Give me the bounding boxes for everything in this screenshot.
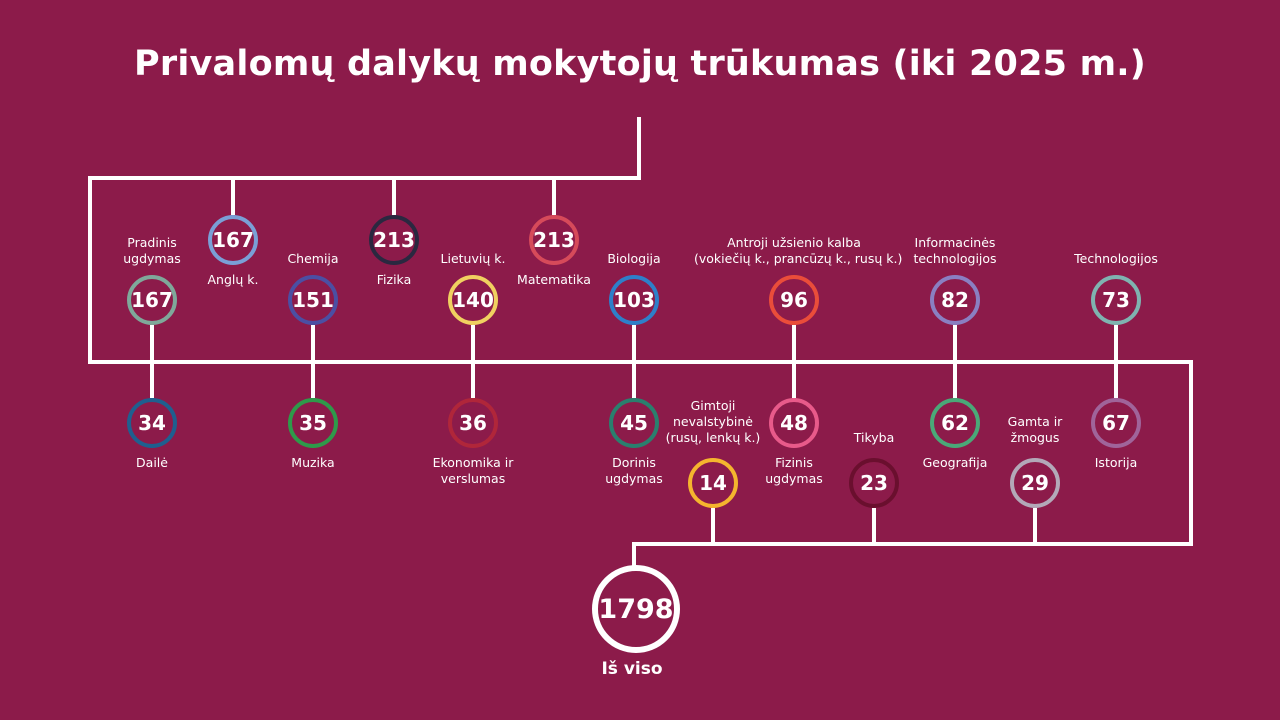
label-line: verslumas [440, 471, 506, 486]
label-technologijos: Technologijos [1016, 251, 1216, 267]
node-antroji: 96 [769, 275, 819, 325]
node-biologija: 103 [609, 275, 659, 325]
node-gimtoji: 14 [688, 458, 738, 508]
label-ekonomika: Ekonomika ir verslumas [373, 455, 573, 487]
label-line: žmogus [1010, 430, 1060, 445]
label-line: Fizika [376, 272, 412, 287]
node-daile: 34 [127, 398, 177, 448]
label-geografija: Geografija [855, 455, 1055, 471]
node-muzika: 35 [288, 398, 338, 448]
label-line: Fizinis [775, 455, 813, 470]
label-gimtoji: Gimtoji nevalstybinė (rusų, lenkų k.) [613, 398, 813, 446]
label-line: Muzika [291, 455, 335, 470]
node-informacines: 82 [930, 275, 980, 325]
label-line: Antroji užsienio kalba [727, 235, 861, 250]
label-line: Gimtoji [690, 398, 736, 413]
node-fizinis: 48 [769, 398, 819, 448]
label-line: ugdymas [123, 251, 181, 266]
label-anglu: Anglų k. [133, 272, 333, 288]
node-total: 1798 [592, 565, 680, 653]
label-line: Dorinis [612, 455, 656, 470]
label-line: (vokiečių k., prancūzų k., rusų k.) [694, 251, 903, 266]
label-line: ugdymas [765, 471, 823, 486]
label-line: Dailė [136, 455, 168, 470]
label-line: Istorija [1094, 455, 1138, 470]
label-chemija: Chemija [213, 251, 413, 267]
label-line: Informacinės [914, 235, 996, 250]
label-line: Technologijos [1074, 251, 1158, 266]
node-dorinis: 45 [609, 398, 659, 448]
label-line: Chemija [287, 251, 339, 266]
label-line: technologijos [913, 251, 997, 266]
label-line: Matematika [517, 272, 591, 287]
label-gamta: Gamta ir žmogus [935, 414, 1135, 446]
label-biologija: Biologija [534, 251, 734, 267]
label-lietuviu: Lietuvių k. [373, 251, 573, 267]
label-daile: Dailė [52, 455, 252, 471]
node-matematika: 213 [529, 215, 579, 265]
label-line: Tikyba [853, 430, 895, 445]
node-anglu: 167 [208, 215, 258, 265]
label-line: (rusų, lenkų k.) [665, 430, 761, 445]
label-pradinis: Pradinis ugdymas [52, 235, 252, 267]
label-line: Gamta ir [1007, 414, 1063, 429]
label-tikyba: Tikyba [774, 430, 974, 446]
label-line: Lietuvių k. [440, 251, 506, 266]
node-pradinis: 167 [127, 275, 177, 325]
node-technologijos: 73 [1091, 275, 1141, 325]
label-fizinis: Fizinis ugdymas [694, 455, 894, 487]
node-chemija: 151 [288, 275, 338, 325]
label-fizika: Fizika [294, 272, 494, 288]
node-geografija: 62 [930, 398, 980, 448]
node-ekonomika: 36 [448, 398, 498, 448]
label-line: Biologija [607, 251, 661, 266]
label-dorinis: Dorinis ugdymas [534, 455, 734, 487]
label-line: Anglų k. [207, 272, 259, 287]
label-informacines: Informacinės technologijos [855, 235, 1055, 267]
node-gamta: 29 [1010, 458, 1060, 508]
label-line: nevalstybinė [673, 414, 753, 429]
diagram-title: Privalomų dalykų mokytojų trūkumas (iki … [134, 44, 1146, 84]
label-line: ugdymas [605, 471, 663, 486]
label-line: Ekonomika ir [432, 455, 514, 470]
label-line: Pradinis [127, 235, 177, 250]
label-matematika: Matematika [454, 272, 654, 288]
node-lietuviu: 140 [448, 275, 498, 325]
label-antroji: Antroji užsienio kalba (vokiečių k., pran… [694, 235, 903, 267]
label-muzika: Muzika [213, 455, 413, 471]
label-istorija: Istorija [1016, 455, 1216, 471]
node-fizika: 213 [369, 215, 419, 265]
label-total: Iš viso [601, 659, 663, 679]
node-istorija: 67 [1091, 398, 1141, 448]
label-line: Geografija [922, 455, 988, 470]
connector-trunk-top [88, 117, 1193, 572]
node-tikyba: 23 [849, 458, 899, 508]
